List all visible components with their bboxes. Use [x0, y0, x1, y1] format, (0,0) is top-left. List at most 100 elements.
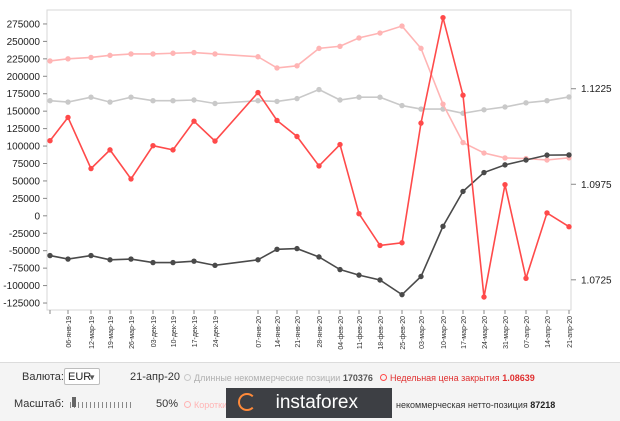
x-tick-label: 11-фев-20: [357, 316, 364, 349]
data-point-недельная-цена-закрытия: [65, 114, 71, 121]
left-tick-label: -100000: [3, 281, 40, 292]
data-point-некоммерческая-нетто-позиция: [418, 273, 424, 280]
x-tick-label: 28-янв-20: [317, 316, 324, 348]
left-tick-label: 275000: [7, 19, 41, 30]
data-point-длинные-некоммерческие-позиции: [255, 97, 261, 104]
data-point-недельная-цена-закрытия: [337, 141, 343, 148]
data-point-короткие-некоммерческие-позиции: [191, 49, 197, 56]
data-point-некоммерческая-нетто-позиция: [88, 252, 94, 259]
date-label: 21-апр-20: [130, 371, 180, 383]
legend-short: Короткие: [184, 400, 232, 410]
data-point-короткие-некоммерческие-позиции: [460, 139, 466, 146]
data-point-короткие-некоммерческие-позиции: [356, 35, 362, 41]
x-tick-label: 25-фев-20: [400, 316, 407, 350]
data-point-некоммерческая-нетто-позиция: [47, 252, 53, 259]
data-point-длинные-некоммерческие-позиции: [399, 102, 405, 109]
data-point-некоммерческая-нетто-позиция: [460, 188, 466, 195]
data-point-короткие-некоммерческие-позиции: [418, 45, 424, 52]
data-point-длинные-некоммерческие-позиции: [65, 99, 71, 105]
x-tick-label: 14-апр-20: [545, 316, 552, 348]
left-tick-label: -75000: [9, 264, 41, 275]
data-point-недельная-цена-закрытия: [377, 242, 383, 249]
data-point-короткие-некоммерческие-позиции: [150, 51, 156, 57]
data-point-недельная-цена-закрытия: [316, 163, 322, 169]
data-point-недельная-цена-закрытия: [274, 117, 280, 124]
data-point-недельная-цена-закрытия: [566, 224, 572, 230]
scale-slider-thumb[interactable]: [72, 397, 76, 407]
legend-long-label: Длинные некоммерческие позиции: [194, 373, 341, 383]
data-point-длинные-некоммерческие-позиции: [502, 104, 508, 110]
x-tick-label: 17-дек-19: [192, 316, 199, 347]
left-tick-label: -125000: [3, 299, 40, 310]
watermark-logo-icon: [238, 393, 256, 411]
data-point-недельная-цена-закрытия: [418, 120, 424, 126]
data-point-недельная-цена-закрытия: [460, 92, 466, 98]
right-tick-label: 1.0975: [581, 180, 612, 191]
x-tick-label: 17-мар-20: [461, 316, 468, 349]
data-point-некоммерческая-нетто-позиция: [337, 266, 343, 273]
data-point-недельная-цена-закрытия: [544, 210, 550, 216]
data-point-недельная-цена-закрытия: [88, 165, 94, 172]
data-point-некоммерческая-нетто-позиция: [212, 262, 218, 269]
data-point-короткие-некоммерческие-позиции: [47, 58, 53, 64]
left-tick-label: 75000: [12, 159, 40, 170]
cot-chart: 2750002500002250002000001750001500001250…: [3, 9, 612, 350]
x-tick-label: 10-мар-20: [441, 316, 448, 349]
data-point-короткие-некоммерческие-позиции: [316, 45, 322, 52]
x-tick-label: 12-мар-19: [89, 316, 96, 349]
x-tick-label: 21-апр-20: [567, 316, 574, 348]
data-point-длинные-некоммерческие-позиции: [316, 86, 322, 93]
x-tick-label: 18-фев-20: [378, 316, 385, 350]
legend-short-marker: [184, 401, 191, 408]
data-point-недельная-цена-закрытия: [212, 138, 218, 144]
currency-select[interactable]: EUR ▼: [64, 368, 100, 385]
legend-net: некоммерческая нетто-позиция 87218: [396, 400, 555, 410]
data-point-недельная-цена-закрытия: [523, 275, 529, 281]
data-point-некоммерческая-нетто-позиция: [294, 245, 300, 252]
data-point-некоммерческая-нетто-позиция: [502, 162, 508, 168]
legend-long-marker: [184, 374, 191, 381]
data-point-длинные-некоммерческие-позиции: [337, 97, 343, 103]
data-point-некоммерческая-нетто-позиция: [377, 277, 383, 283]
scale-slider[interactable]: [70, 402, 134, 408]
data-point-недельная-цена-закрытия: [47, 138, 53, 144]
data-point-некоммерческая-нетто-позиция: [274, 246, 280, 253]
left-tick-label: 125000: [7, 124, 41, 135]
data-point-недельная-цена-закрытия: [191, 118, 197, 124]
data-point-некоммерческая-нетто-позиция: [523, 157, 529, 163]
left-tick-label: -25000: [9, 229, 41, 240]
data-point-короткие-некоммерческие-позиции: [377, 30, 383, 36]
data-point-короткие-некоммерческие-позиции: [170, 50, 176, 56]
data-point-недельная-цена-закрытия: [294, 133, 300, 140]
chevron-down-icon: ▼: [88, 373, 96, 382]
data-point-некоммерческая-нетто-позиция: [107, 257, 113, 263]
data-point-короткие-некоммерческие-позиции: [255, 54, 261, 60]
data-point-длинные-некоммерческие-позиции: [191, 97, 197, 103]
left-tick-label: -50000: [9, 246, 41, 257]
x-tick-label: 07-янв-20: [256, 316, 263, 348]
right-tick-label: 1.0725: [581, 275, 612, 286]
left-tick-label: 250000: [7, 37, 41, 48]
data-point-некоммерческая-нетто-позиция: [128, 256, 134, 262]
left-tick-label: 0: [34, 211, 40, 222]
data-point-некоммерческая-нетто-позиция: [544, 152, 550, 158]
data-point-короткие-некоммерческие-позиции: [399, 23, 405, 29]
x-tick-label: 10-дек-19: [171, 316, 178, 347]
data-point-длинные-некоммерческие-позиции: [128, 94, 134, 100]
data-point-некоммерческая-нетто-позиция: [481, 169, 487, 176]
data-point-некоммерческая-нетто-позиция: [65, 256, 71, 262]
data-point-некоммерческая-нетто-позиция: [566, 152, 572, 158]
data-point-длинные-некоммерческие-позиции: [544, 97, 550, 104]
x-tick-label: 07-апр-20: [524, 316, 531, 348]
data-point-короткие-некоммерческие-позиции: [65, 56, 71, 62]
data-point-некоммерческая-нетто-позиция: [170, 259, 176, 266]
legend-close-value: 1.08639: [502, 373, 535, 383]
data-point-короткие-некоммерческие-позиции: [502, 155, 508, 161]
legend-close-label: Недельная цена закрытия: [390, 373, 500, 383]
data-point-недельная-цена-закрытия: [356, 210, 362, 217]
legend-close: Недельная цена закрытия 1.08639: [380, 373, 535, 383]
legend-long-value: 170376: [342, 373, 373, 383]
data-point-длинные-некоммерческие-позиции: [356, 94, 362, 100]
x-tick-label: 03-мар-20: [419, 316, 426, 349]
data-point-длинные-некоммерческие-позиции: [88, 94, 94, 100]
